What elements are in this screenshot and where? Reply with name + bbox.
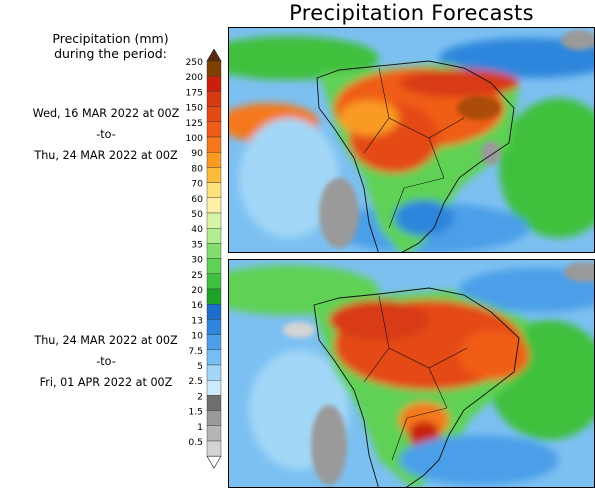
colorbar-tick-label: 1 bbox=[197, 422, 203, 433]
colorbar-tick-label: 30 bbox=[191, 255, 203, 266]
colorbar-swatch bbox=[206, 440, 222, 457]
colorbar-swatch bbox=[206, 182, 222, 199]
colorbar-tick-labels: 2502001751501251009080706050403530252016… bbox=[185, 57, 203, 448]
colorbar-tick-label: 200 bbox=[185, 72, 203, 83]
colorbar-tick-label: 20 bbox=[191, 285, 203, 296]
colorbar-tick-label: 150 bbox=[185, 103, 203, 114]
colorbar-tick-label: 90 bbox=[191, 148, 203, 159]
colorbar-tick-label: 80 bbox=[191, 163, 203, 174]
colorbar-swatch bbox=[206, 364, 222, 381]
period-2-separator: -to- bbox=[96, 355, 116, 368]
colorbar-swatch bbox=[206, 395, 222, 411]
colorbar-swatch bbox=[206, 136, 222, 153]
precipitation-colorbar bbox=[206, 49, 222, 469]
colorbar-tick-label: 1.5 bbox=[188, 407, 203, 418]
colorbar-tick-label: 40 bbox=[191, 224, 203, 235]
period-2-label: Thu, 24 MAR 2022 at 00Z -to- Fri, 01 APR… bbox=[0, 334, 212, 397]
colorbar-tick-label: 13 bbox=[191, 315, 203, 326]
colorbar-tick-label: 100 bbox=[185, 133, 203, 144]
colorbar-swatch bbox=[206, 227, 222, 244]
colorbar-tick-label: 60 bbox=[191, 194, 203, 205]
legend-title-line1: Precipitation (mm) bbox=[52, 31, 169, 46]
colorbar-swatch bbox=[206, 106, 222, 122]
period-2-start: Thu, 24 MAR 2022 at 00Z bbox=[34, 334, 178, 347]
colorbar-tick-label: 10 bbox=[191, 331, 203, 342]
colorbar-tick-label: 50 bbox=[191, 209, 203, 220]
colorbar-tick-label: 2 bbox=[197, 391, 203, 402]
period-2-end: Fri, 01 APR 2022 at 00Z bbox=[39, 376, 173, 389]
colorbar-swatch bbox=[206, 197, 222, 214]
colorbar-swatch bbox=[206, 151, 222, 168]
forecast-map-period-1 bbox=[228, 27, 595, 253]
colorbar-tick-label: 70 bbox=[191, 179, 203, 190]
colorbar-swatch bbox=[206, 212, 222, 229]
colorbar-swatch bbox=[206, 273, 222, 290]
colorbar-tick-label: 175 bbox=[185, 87, 203, 98]
legend-title: Precipitation (mm) during the period: bbox=[18, 31, 203, 61]
forecast-map-period-2 bbox=[228, 259, 595, 488]
colorbar-swatch bbox=[206, 319, 222, 335]
colorbar-swatch bbox=[206, 349, 222, 366]
precip-map-2 bbox=[229, 260, 594, 487]
period-1-label: Wed, 16 MAR 2022 at 00Z -to- Thu, 24 MAR… bbox=[0, 107, 212, 170]
colorbar-swatch bbox=[206, 410, 222, 427]
legend-title-line2: during the period: bbox=[54, 46, 167, 61]
colorbar-swatch bbox=[206, 243, 222, 259]
colorbar-tick-label: 2.5 bbox=[188, 376, 203, 387]
page-title: Precipitation Forecasts bbox=[289, 1, 534, 25]
colorbar-top-arrow bbox=[206, 49, 222, 62]
period-1-start: Wed, 16 MAR 2022 at 00Z bbox=[32, 107, 180, 120]
colorbar-tick-label: 5 bbox=[197, 361, 203, 372]
colorbar-swatch bbox=[206, 91, 222, 107]
colorbar-swatch bbox=[206, 334, 222, 351]
colorbar-swatch bbox=[206, 60, 222, 77]
colorbar-swatch bbox=[206, 76, 222, 92]
colorbar-tick-label: 7.5 bbox=[188, 346, 203, 357]
colorbar-bottom-arrow bbox=[206, 455, 222, 469]
colorbar-swatch bbox=[206, 258, 222, 275]
period-1-end: Thu, 24 MAR 2022 at 00Z bbox=[34, 149, 178, 162]
colorbar-tick-label: 35 bbox=[191, 239, 203, 250]
colorbar-swatch bbox=[206, 303, 222, 320]
colorbar-swatch bbox=[206, 121, 222, 138]
colorbar-tick-label: 0.5 bbox=[188, 437, 203, 448]
colorbar-tick-label: 16 bbox=[191, 300, 203, 311]
precip-map-1 bbox=[229, 28, 594, 252]
colorbar-swatch bbox=[206, 425, 222, 442]
colorbar-tick-label: 250 bbox=[185, 57, 203, 68]
colorbar-tick-label: 125 bbox=[185, 118, 203, 129]
colorbar-swatch bbox=[206, 288, 222, 305]
colorbar-tick-label: 25 bbox=[191, 270, 203, 281]
colorbar-swatch bbox=[206, 380, 222, 396]
colorbar-swatch bbox=[206, 167, 222, 183]
period-1-separator: -to- bbox=[96, 128, 116, 141]
